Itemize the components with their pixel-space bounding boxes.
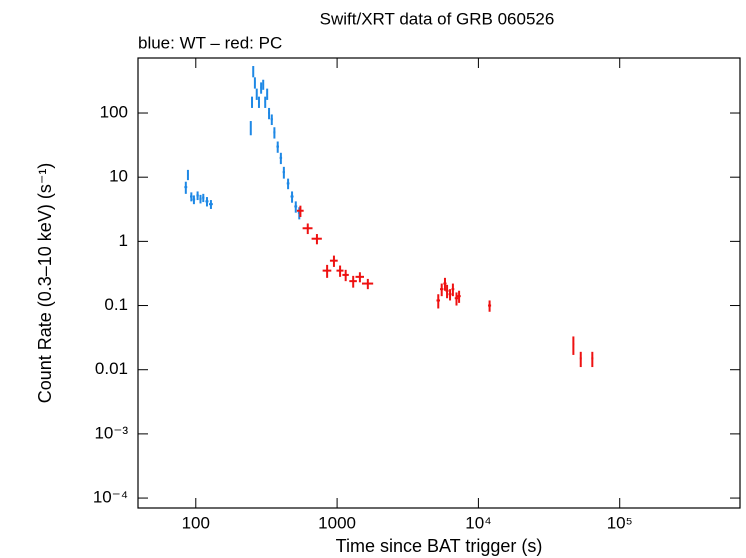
x-axis-label: Time since BAT trigger (s) — [336, 536, 543, 556]
plot-frame — [137, 57, 741, 509]
y-tick-label: 0.1 — [104, 295, 128, 314]
y-tick-label: 10⁻⁴ — [93, 488, 128, 507]
x-tick-label: 10⁴ — [465, 513, 491, 532]
chart-title: Swift/XRT data of GRB 060526 — [320, 9, 555, 28]
chart-subtitle: blue: WT – red: PC — [138, 33, 282, 52]
y-tick-label: 1 — [119, 231, 128, 250]
y-tick-label: 10 — [109, 167, 128, 186]
y-tick-label: 100 — [100, 103, 128, 122]
y-tick-label: 0.01 — [95, 359, 128, 378]
x-tick-label: 10⁵ — [607, 513, 633, 532]
y-tick-label: 10⁻³ — [94, 423, 128, 442]
y-axis-label: Count Rate (0.3–10 keV) (s⁻¹) — [35, 163, 55, 404]
x-tick-label: 1000 — [318, 513, 356, 532]
x-tick-label: 100 — [182, 513, 210, 532]
